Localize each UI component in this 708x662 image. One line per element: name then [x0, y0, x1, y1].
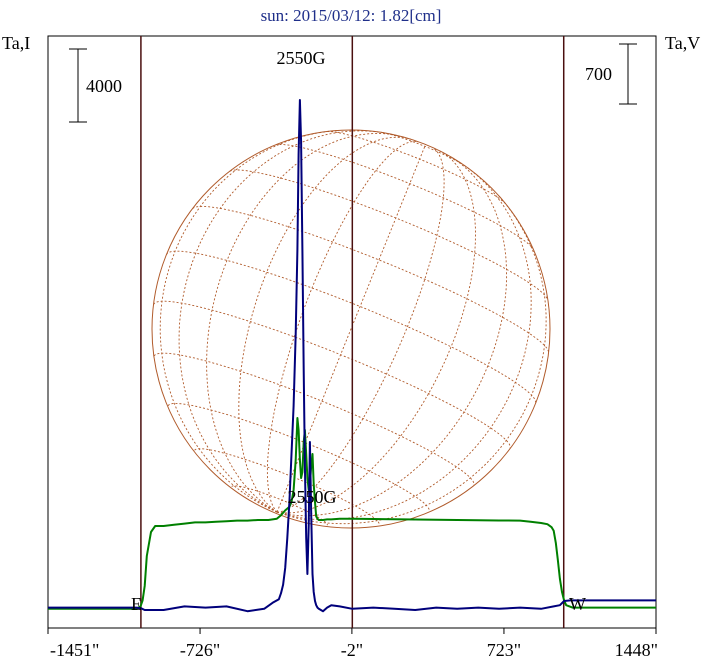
- x-axis-ticks: -1451" -726" -2" 723" 1448": [47, 628, 658, 660]
- solar-disk-grid: [151, 129, 551, 529]
- right-scale-bar: 700: [585, 43, 637, 105]
- x-tick-label-4: 1448": [615, 640, 658, 660]
- west-limb-label: W: [569, 594, 586, 614]
- chart-title: sun: 2015/03/12: 1.82[cm]: [261, 6, 442, 25]
- annotation-i-peak: 2550G: [277, 48, 326, 68]
- solar-disk-limb: [151, 129, 551, 529]
- disk-graticule: [153, 130, 550, 526]
- parallel: [327, 131, 506, 204]
- east-limb-label: E: [131, 594, 142, 614]
- parallel: [166, 250, 537, 404]
- left-scale-bar-label: 4000: [86, 76, 122, 96]
- meridian: [276, 157, 508, 517]
- parallel: [153, 300, 511, 449]
- parallel: [153, 352, 475, 486]
- right-scale-bar-label: 700: [585, 64, 612, 84]
- series-layer: [48, 99, 656, 613]
- parallel: [275, 144, 534, 250]
- x-tick-label-2: -2": [341, 640, 363, 660]
- x-tick-label-3: 723": [487, 640, 521, 660]
- meridian: [276, 144, 426, 513]
- meridian: [266, 140, 419, 513]
- meridian: [276, 147, 445, 513]
- left-axis-label: Ta,I: [2, 33, 30, 53]
- series-line-I: [48, 99, 656, 613]
- annotation-v-peak: 2550G: [288, 487, 337, 507]
- meridian: [159, 130, 338, 513]
- x-tick-label-1: -726": [180, 640, 220, 660]
- parallel: [229, 169, 549, 300]
- x-tick-label-0: -1451": [50, 640, 99, 660]
- right-axis-label: Ta,V: [665, 33, 700, 53]
- meridian: [276, 195, 547, 525]
- meridian: [276, 165, 532, 521]
- parallel: [382, 132, 466, 167]
- left-scale-bar: 4000: [69, 48, 122, 123]
- limb-lines: [140, 36, 565, 628]
- parallel: [167, 402, 430, 512]
- meridian: [206, 132, 398, 513]
